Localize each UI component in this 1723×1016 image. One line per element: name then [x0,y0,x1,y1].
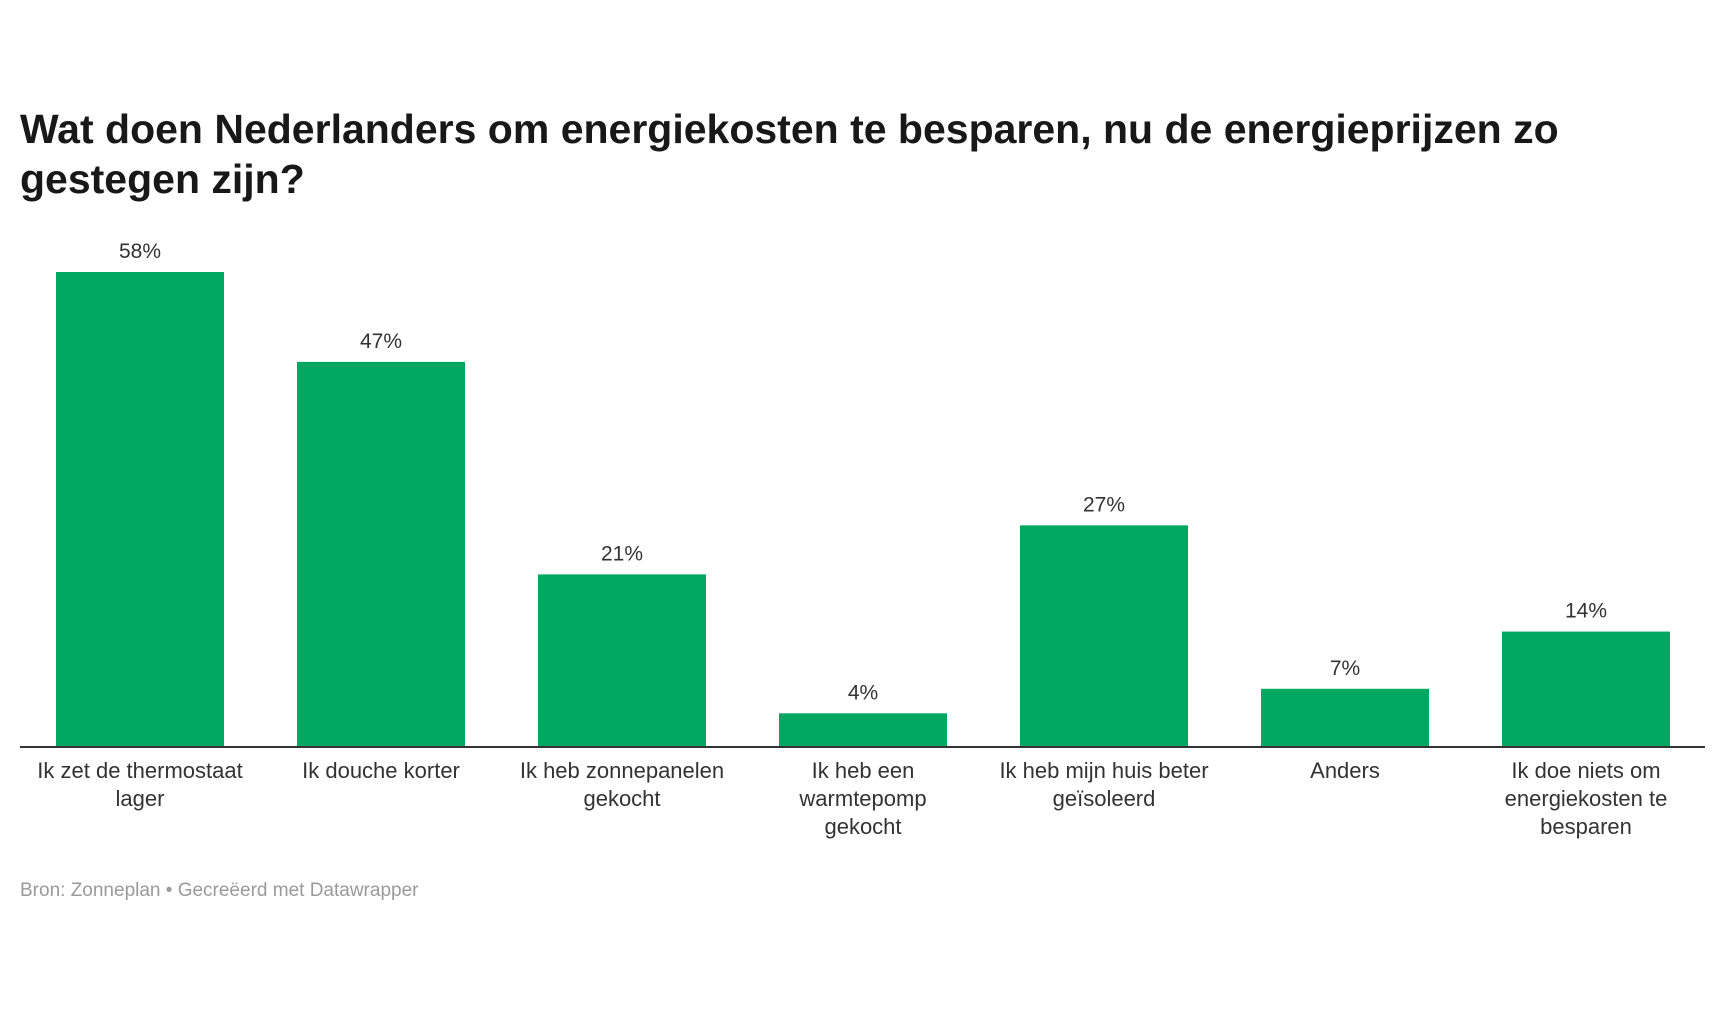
bar-4 [779,713,947,746]
category-label-3: Ik heb zonnepanelen gekocht [519,758,725,811]
value-label-4: 4% [848,681,878,704]
bar-5 [1020,525,1188,746]
value-label-7: 14% [1565,600,1607,623]
chart-title: Wat doen Nederlanders om energiekosten t… [20,106,1559,202]
category-label-1: Ik zet de thermostaat lager [37,758,243,811]
bar-1 [56,272,224,746]
value-label-6: 7% [1330,657,1360,680]
value-label-3: 21% [601,542,643,565]
category-label-2: Ik douche korter [302,758,460,783]
category-label-4: Ik heb een warmtepomp gekocht [799,758,927,839]
bar-3 [538,574,706,746]
bar-2 [297,361,465,746]
category-label-7: Ik doe niets om energiekosten te bespare… [1504,758,1668,839]
category-label-6: Anders [1310,758,1380,783]
category-label-5: Ik heb mijn huis beter geïsoleerd [999,758,1209,811]
source-note: Bron: Zonneplan • Gecreëerd met Datawrap… [20,880,419,901]
value-label-1: 58% [119,240,161,263]
value-label-2: 47% [360,330,402,353]
bar-6 [1261,688,1429,746]
bar-7 [1502,631,1670,746]
value-label-5: 27% [1083,493,1125,516]
